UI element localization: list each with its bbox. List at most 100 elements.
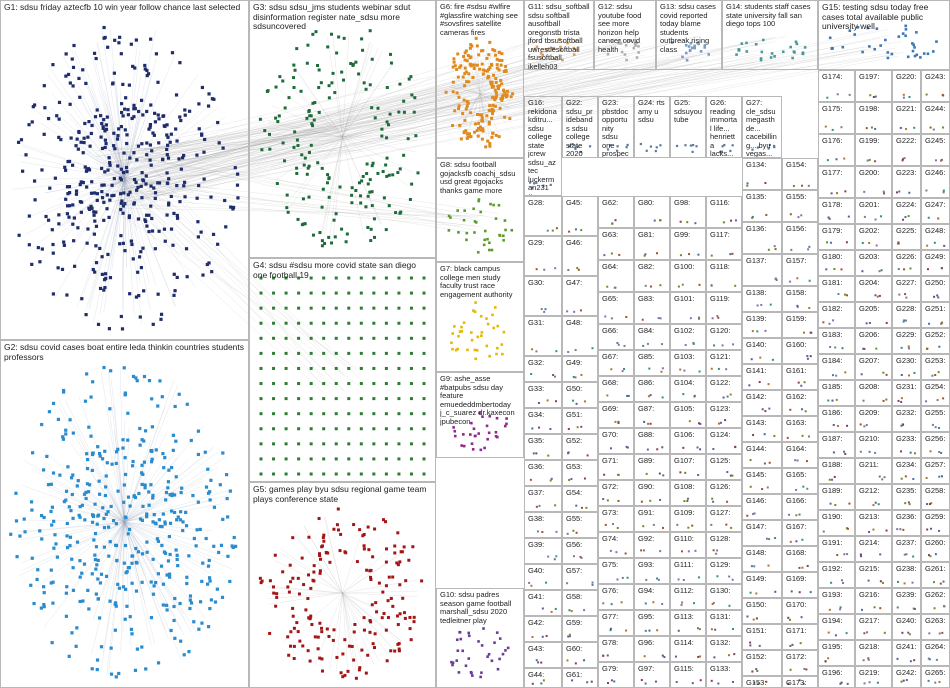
graph-node [409,336,413,340]
graph-node [372,291,376,295]
group-label: G217: [859,617,880,625]
graph-node [500,58,504,62]
group-label: G224: [896,201,917,209]
group-label: G136: [746,225,767,233]
graph-node [384,560,388,564]
graph-node [385,86,389,90]
group-panel-tiny: G260: [921,536,950,562]
group-label: G88: [638,431,655,439]
graph-node [503,115,507,119]
graph-node [99,114,103,118]
group-label: G130: [710,587,731,595]
graph-node [151,493,155,498]
group-panel-tiny: G135: [742,190,782,222]
group-panel-tiny: G88: [634,428,670,454]
graph-edge [124,30,157,179]
graph-node [493,88,497,92]
graph-edge [149,181,345,377]
group-panel-tiny: G32: [524,356,562,382]
graph-node [458,65,462,69]
group-panel-tiny: G93: [634,558,670,584]
graph-node [184,524,189,528]
graph-node [219,543,224,547]
group-label: G103: [674,353,695,361]
graph-node [355,560,359,564]
graph-edge [26,177,125,219]
graph-node [168,552,172,557]
graph-node [483,238,486,242]
graph-node [111,519,116,523]
graph-node [149,184,153,188]
graph-node [473,122,477,126]
graph-edge [342,62,394,138]
graph-node [85,466,90,471]
graph-node [302,163,306,167]
graph-node [289,580,293,584]
graph-node [175,139,179,143]
graph-node [467,80,471,84]
graph-node [151,131,155,135]
group-label: G206: [859,331,880,339]
graph-node [113,628,117,632]
graph-edge [119,184,339,391]
group-label: G177: [822,169,843,177]
graph-node [303,156,307,160]
graph-edge [147,52,904,198]
graph-node [138,517,143,521]
graph-node [143,218,147,222]
group-label: G132: [710,639,731,647]
graph-edge [130,178,469,233]
graph-node [94,567,98,571]
graph-node [171,448,175,452]
group-panel-tiny: G238: [892,562,921,588]
graph-node [372,472,376,476]
graph-node [477,432,480,435]
graph-node [150,216,154,221]
graph-node [465,231,469,235]
graph-node [17,233,21,237]
graph-node [480,671,483,674]
graph-node [96,322,101,326]
group-panel-tiny: G52: [562,434,598,460]
graph-node [147,379,152,383]
graph-node [327,235,331,239]
graph-node [399,550,403,554]
group-label: G47: [566,279,583,287]
graph-node [385,547,389,551]
graph-node [384,306,388,310]
graph-edge [125,42,617,161]
graph-edge [75,142,125,179]
group-panel-tiny: G138: [742,286,782,312]
graph-node [153,247,157,251]
graph-node [459,64,463,68]
graph-node [398,612,402,616]
graph-node [395,561,399,565]
graph-edge [342,592,389,656]
graph-node [359,397,363,401]
graph-node [150,448,154,453]
graph-node [94,244,98,248]
graph-edge [147,198,324,386]
group-panel-tiny: G251: [921,302,950,328]
graph-edge [95,138,352,151]
group-label: G227: [896,279,917,287]
graph-node [476,251,480,254]
graph-node [397,366,401,370]
graph-node [188,606,192,611]
group-panel-tiny: G56: [562,538,598,564]
group-label: G160: [786,341,807,349]
graph-edge [126,63,670,202]
group-panel-tiny: G242: [892,666,921,688]
graph-node [372,217,376,221]
graph-node [151,496,155,500]
graph-node [69,136,73,140]
graph-node [102,516,106,521]
graph-node [476,126,480,130]
group-panel-tiny: G150: [742,598,782,624]
graph-node [140,171,144,175]
graph-node [42,605,46,609]
graph-node [32,179,37,183]
group-panel-g15: G15: testing sdsu today free cases total… [818,0,950,70]
graph-node [82,140,86,145]
graph-node [389,649,393,653]
